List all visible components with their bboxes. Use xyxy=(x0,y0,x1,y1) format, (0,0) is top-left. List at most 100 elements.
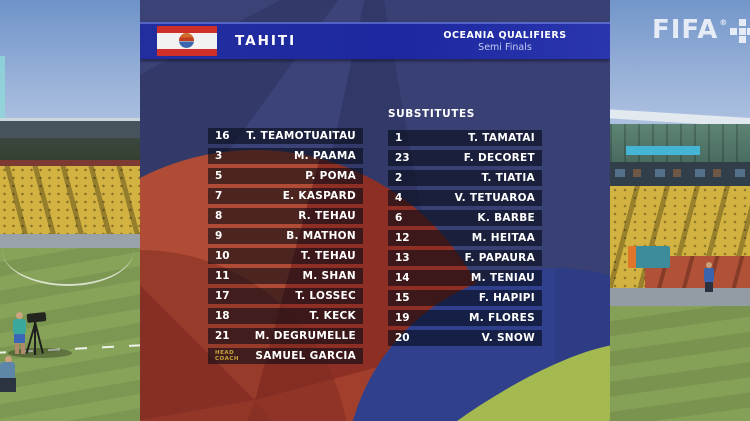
competition-block: OCEANIA QUALIFIERS Semi Finals xyxy=(410,24,600,59)
player-name: M. TENIAU xyxy=(470,272,535,284)
stadium-photo-left xyxy=(0,0,146,421)
player-row: 1 T. TAMATAI xyxy=(388,130,542,146)
player-number: 1 xyxy=(395,132,403,144)
competition-title: OCEANIA QUALIFIERS xyxy=(443,30,567,41)
player-row: 12 M. HEITAA xyxy=(388,230,542,246)
player-name: V. SNOW xyxy=(481,332,535,344)
red-seat-block xyxy=(645,256,750,288)
player-row: 23 F. DECORET xyxy=(388,150,542,166)
player-row: 4 V. TETUAROA xyxy=(388,190,542,206)
lineup-panel: TAHITI OCEANIA QUALIFIERS Semi Finals SU… xyxy=(140,0,610,421)
ad-row xyxy=(615,169,745,177)
player-number: 11 xyxy=(215,270,230,282)
bench-structure xyxy=(628,246,670,268)
sky xyxy=(0,0,140,128)
player-row: 10 T. TEHAU xyxy=(208,248,363,264)
player-name: R. TEHAU xyxy=(298,210,356,222)
player-number: 17 xyxy=(215,290,230,302)
substitutes-title: SUBSTITUTES xyxy=(388,108,475,120)
person-body xyxy=(704,268,714,282)
player-row: 8 R. TEHAU xyxy=(208,208,363,224)
player-number: 15 xyxy=(395,292,410,304)
player-number: 12 xyxy=(395,232,410,244)
player-row: 13 F. PAPAURA xyxy=(388,250,542,266)
player-name: T. TEHAU xyxy=(300,250,356,262)
player-number: 13 xyxy=(395,252,410,264)
fifa-wordmark: FIFA xyxy=(652,15,719,45)
stadium-photo-right xyxy=(599,0,750,421)
player-number: 7 xyxy=(215,190,223,202)
tripod-leg xyxy=(34,322,36,355)
registered-mark: ® xyxy=(719,17,728,27)
player-row: 18 T. KECK xyxy=(208,308,363,324)
player-name: K. BARBE xyxy=(477,212,535,224)
player-number: 21 xyxy=(215,330,230,342)
flag-stripe xyxy=(157,26,217,33)
player-number: 16 xyxy=(215,130,230,142)
cameraman-leg xyxy=(15,343,19,354)
team-header-bar: TAHITI OCEANIA QUALIFIERS Semi Finals xyxy=(140,22,610,59)
player-number: 20 xyxy=(395,332,410,344)
player-number: 18 xyxy=(215,310,230,322)
substitutes-list: 1 T. TAMATAI 23 F. DECORET 2 T. TIATIA 4… xyxy=(388,130,542,346)
cameraman-torso xyxy=(13,319,26,334)
player-name: M. HEITAA xyxy=(471,232,535,244)
stadium-structure xyxy=(0,56,5,148)
player-number: 5 xyxy=(215,170,223,182)
player-row: 3 M. PAAMA xyxy=(208,148,363,164)
team-name: TAHITI xyxy=(235,33,297,49)
player-name: P. POMA xyxy=(305,170,356,182)
ad-board xyxy=(0,160,140,166)
player-name: T. TEAMOTUAITAU xyxy=(246,130,356,142)
player-name: T. TAMATAI xyxy=(468,132,535,144)
player-number: 14 xyxy=(395,272,410,284)
player-row: 14 M. TENIAU xyxy=(388,270,542,286)
player-name: M. FLORES xyxy=(468,312,535,324)
player-number: 23 xyxy=(395,152,410,164)
player-row: 5 P. POMA xyxy=(208,168,363,184)
player-name: M. PAAMA xyxy=(293,150,356,162)
stadium-upper-stand xyxy=(0,138,140,162)
head-coach-name: SAMUEL GARCIA xyxy=(255,350,356,362)
cameraman xyxy=(16,312,23,319)
player-row: 20 V. SNOW xyxy=(388,330,542,346)
player-row: 7 E. KASPARD xyxy=(208,188,363,204)
player-row: 17 T. LOSSEC xyxy=(208,288,363,304)
player-row: 15 F. HAPIPI xyxy=(388,290,542,306)
player-number: 10 xyxy=(215,250,230,262)
player-name: F. DECORET xyxy=(463,152,535,164)
player-name: M. DEGRUMELLE xyxy=(254,330,356,342)
stadium-glass-band xyxy=(610,124,750,162)
stadium-roof xyxy=(0,118,140,141)
head-coach-label: HEAD COACH xyxy=(215,350,239,362)
player-number: 9 xyxy=(215,230,223,242)
player-name: T. TIATIA xyxy=(481,172,535,184)
flag-stripe xyxy=(157,49,217,56)
crouching-person-body xyxy=(0,362,15,380)
person-legs xyxy=(705,282,713,292)
player-row: 2 T. TIATIA xyxy=(388,170,542,186)
player-row: 6 K. BARBE xyxy=(388,210,542,226)
player-row: 19 M. FLORES xyxy=(388,310,542,326)
crouching-person xyxy=(5,356,12,363)
player-row: 11 M. SHAN xyxy=(208,268,363,284)
player-row: 16 T. TEAMOTUAITAU xyxy=(208,128,363,144)
player-number: 3 xyxy=(215,150,223,162)
head-coach-row: HEAD COACH SAMUEL GARCIA xyxy=(208,348,363,364)
fifa-plus-logo: FIFA ® xyxy=(652,8,750,52)
competition-stage: Semi Finals xyxy=(478,42,532,53)
starters-list: 16 T. TEAMOTUAITAU 3 M. PAAMA 5 P. POMA … xyxy=(208,128,363,344)
player-number: 2 xyxy=(395,172,403,184)
player-number: 4 xyxy=(395,192,403,204)
tahiti-flag-icon xyxy=(157,26,217,56)
player-name: T. KECK xyxy=(309,310,356,322)
player-name: F. HAPIPI xyxy=(478,292,535,304)
person xyxy=(706,262,712,268)
player-number: 8 xyxy=(215,210,223,222)
flag-emblem xyxy=(179,33,194,48)
cameraman-leg xyxy=(21,343,25,354)
player-name: M. SHAN xyxy=(302,270,356,282)
pitch xyxy=(610,306,750,421)
shadow xyxy=(8,348,72,358)
